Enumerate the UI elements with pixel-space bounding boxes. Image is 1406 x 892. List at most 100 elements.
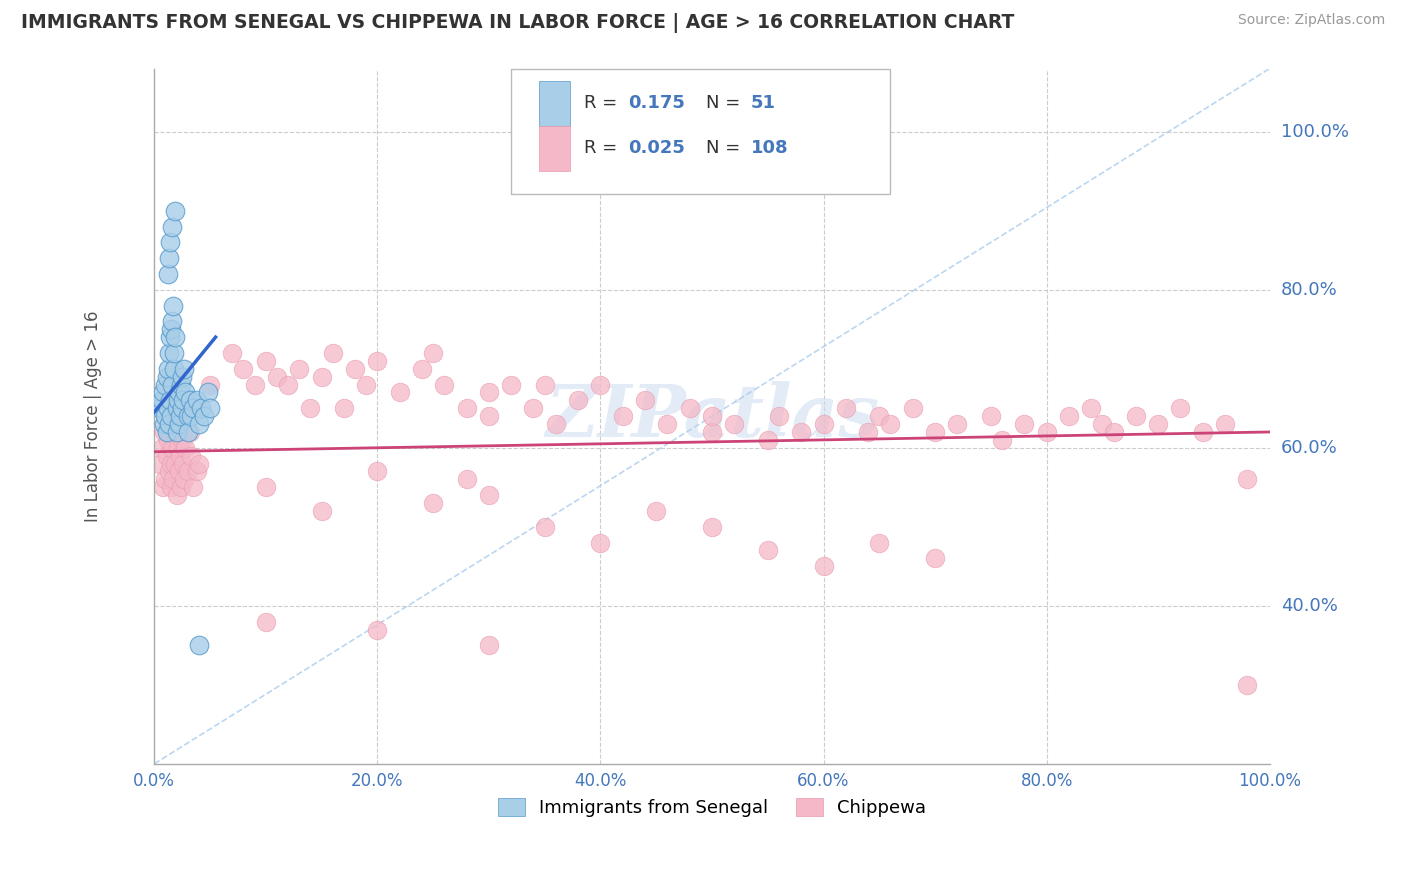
Point [366, 465, 388, 479]
Point [243, 377, 266, 392]
Point [1236, 678, 1258, 692]
Point [1191, 425, 1213, 439]
Point [299, 401, 322, 416]
Point [162, 299, 184, 313]
Point [166, 441, 188, 455]
Point [160, 219, 183, 234]
Point [422, 496, 444, 510]
Point [679, 401, 702, 416]
Point [157, 417, 180, 431]
Point [156, 401, 179, 416]
Point [266, 369, 288, 384]
Point [193, 409, 215, 424]
Point [163, 346, 186, 360]
Point [478, 638, 501, 652]
Point [179, 425, 201, 439]
Point [179, 393, 201, 408]
Point [1125, 409, 1147, 424]
Point [174, 385, 197, 400]
Point [1213, 417, 1236, 431]
Legend: Immigrants from Senegal, Chippewa: Immigrants from Senegal, Chippewa [491, 790, 934, 824]
Point [149, 401, 172, 416]
Point [181, 401, 204, 416]
Point [176, 425, 198, 439]
Point [166, 401, 188, 416]
Point [589, 535, 612, 549]
Point [322, 346, 344, 360]
Point [160, 480, 183, 494]
Point [167, 385, 190, 400]
Point [254, 480, 277, 494]
Point [456, 401, 478, 416]
Point [166, 393, 188, 408]
Point [187, 638, 209, 652]
Point [160, 457, 183, 471]
Point [198, 401, 221, 416]
Point [311, 369, 333, 384]
Point [160, 409, 183, 424]
Point [478, 385, 501, 400]
Point [478, 409, 501, 424]
Point [1057, 409, 1080, 424]
FancyBboxPatch shape [538, 80, 571, 126]
Point [388, 385, 411, 400]
Point [167, 465, 190, 479]
Point [723, 417, 745, 431]
Point [153, 417, 176, 431]
Point [1035, 425, 1057, 439]
Text: 60.0%: 60.0% [1281, 439, 1337, 457]
Text: 108: 108 [751, 139, 789, 158]
Text: 0.025: 0.025 [628, 139, 685, 158]
Point [176, 465, 198, 479]
Point [756, 543, 779, 558]
Point [159, 393, 181, 408]
Point [991, 433, 1014, 447]
Point [187, 457, 209, 471]
Point [157, 251, 180, 265]
Text: ZIPatlas: ZIPatlas [546, 381, 879, 451]
Point [657, 417, 679, 431]
Point [634, 393, 657, 408]
Point [924, 425, 946, 439]
Point [288, 361, 311, 376]
Point [167, 417, 190, 431]
Text: In Labor Force | Age > 16: In Labor Force | Age > 16 [84, 310, 101, 522]
Point [155, 369, 177, 384]
Point [433, 377, 456, 392]
Text: N =: N = [706, 139, 747, 158]
Point [856, 425, 879, 439]
Point [172, 457, 194, 471]
Point [180, 449, 202, 463]
FancyBboxPatch shape [538, 126, 571, 171]
Point [153, 425, 176, 439]
Point [901, 401, 924, 416]
Point [186, 465, 208, 479]
Point [478, 488, 501, 502]
Point [172, 433, 194, 447]
Point [1170, 401, 1192, 416]
Point [169, 449, 191, 463]
Point [170, 480, 193, 494]
Point [172, 369, 194, 384]
Point [589, 377, 612, 392]
Point [186, 393, 208, 408]
Point [170, 377, 193, 392]
Point [152, 480, 174, 494]
Point [254, 354, 277, 368]
Point [790, 425, 813, 439]
Point [567, 393, 589, 408]
Point [180, 409, 202, 424]
Point [333, 401, 356, 416]
Point [152, 385, 174, 400]
Point [254, 615, 277, 629]
Point [311, 504, 333, 518]
Point [160, 441, 183, 455]
Point [181, 480, 204, 494]
Point [174, 441, 197, 455]
FancyBboxPatch shape [512, 69, 890, 194]
Point [157, 346, 180, 360]
Text: IMMIGRANTS FROM SENEGAL VS CHIPPEWA IN LABOR FORCE | AGE > 16 CORRELATION CHART: IMMIGRANTS FROM SENEGAL VS CHIPPEWA IN L… [21, 13, 1015, 33]
Point [157, 465, 180, 479]
Point [159, 330, 181, 344]
Point [160, 377, 183, 392]
